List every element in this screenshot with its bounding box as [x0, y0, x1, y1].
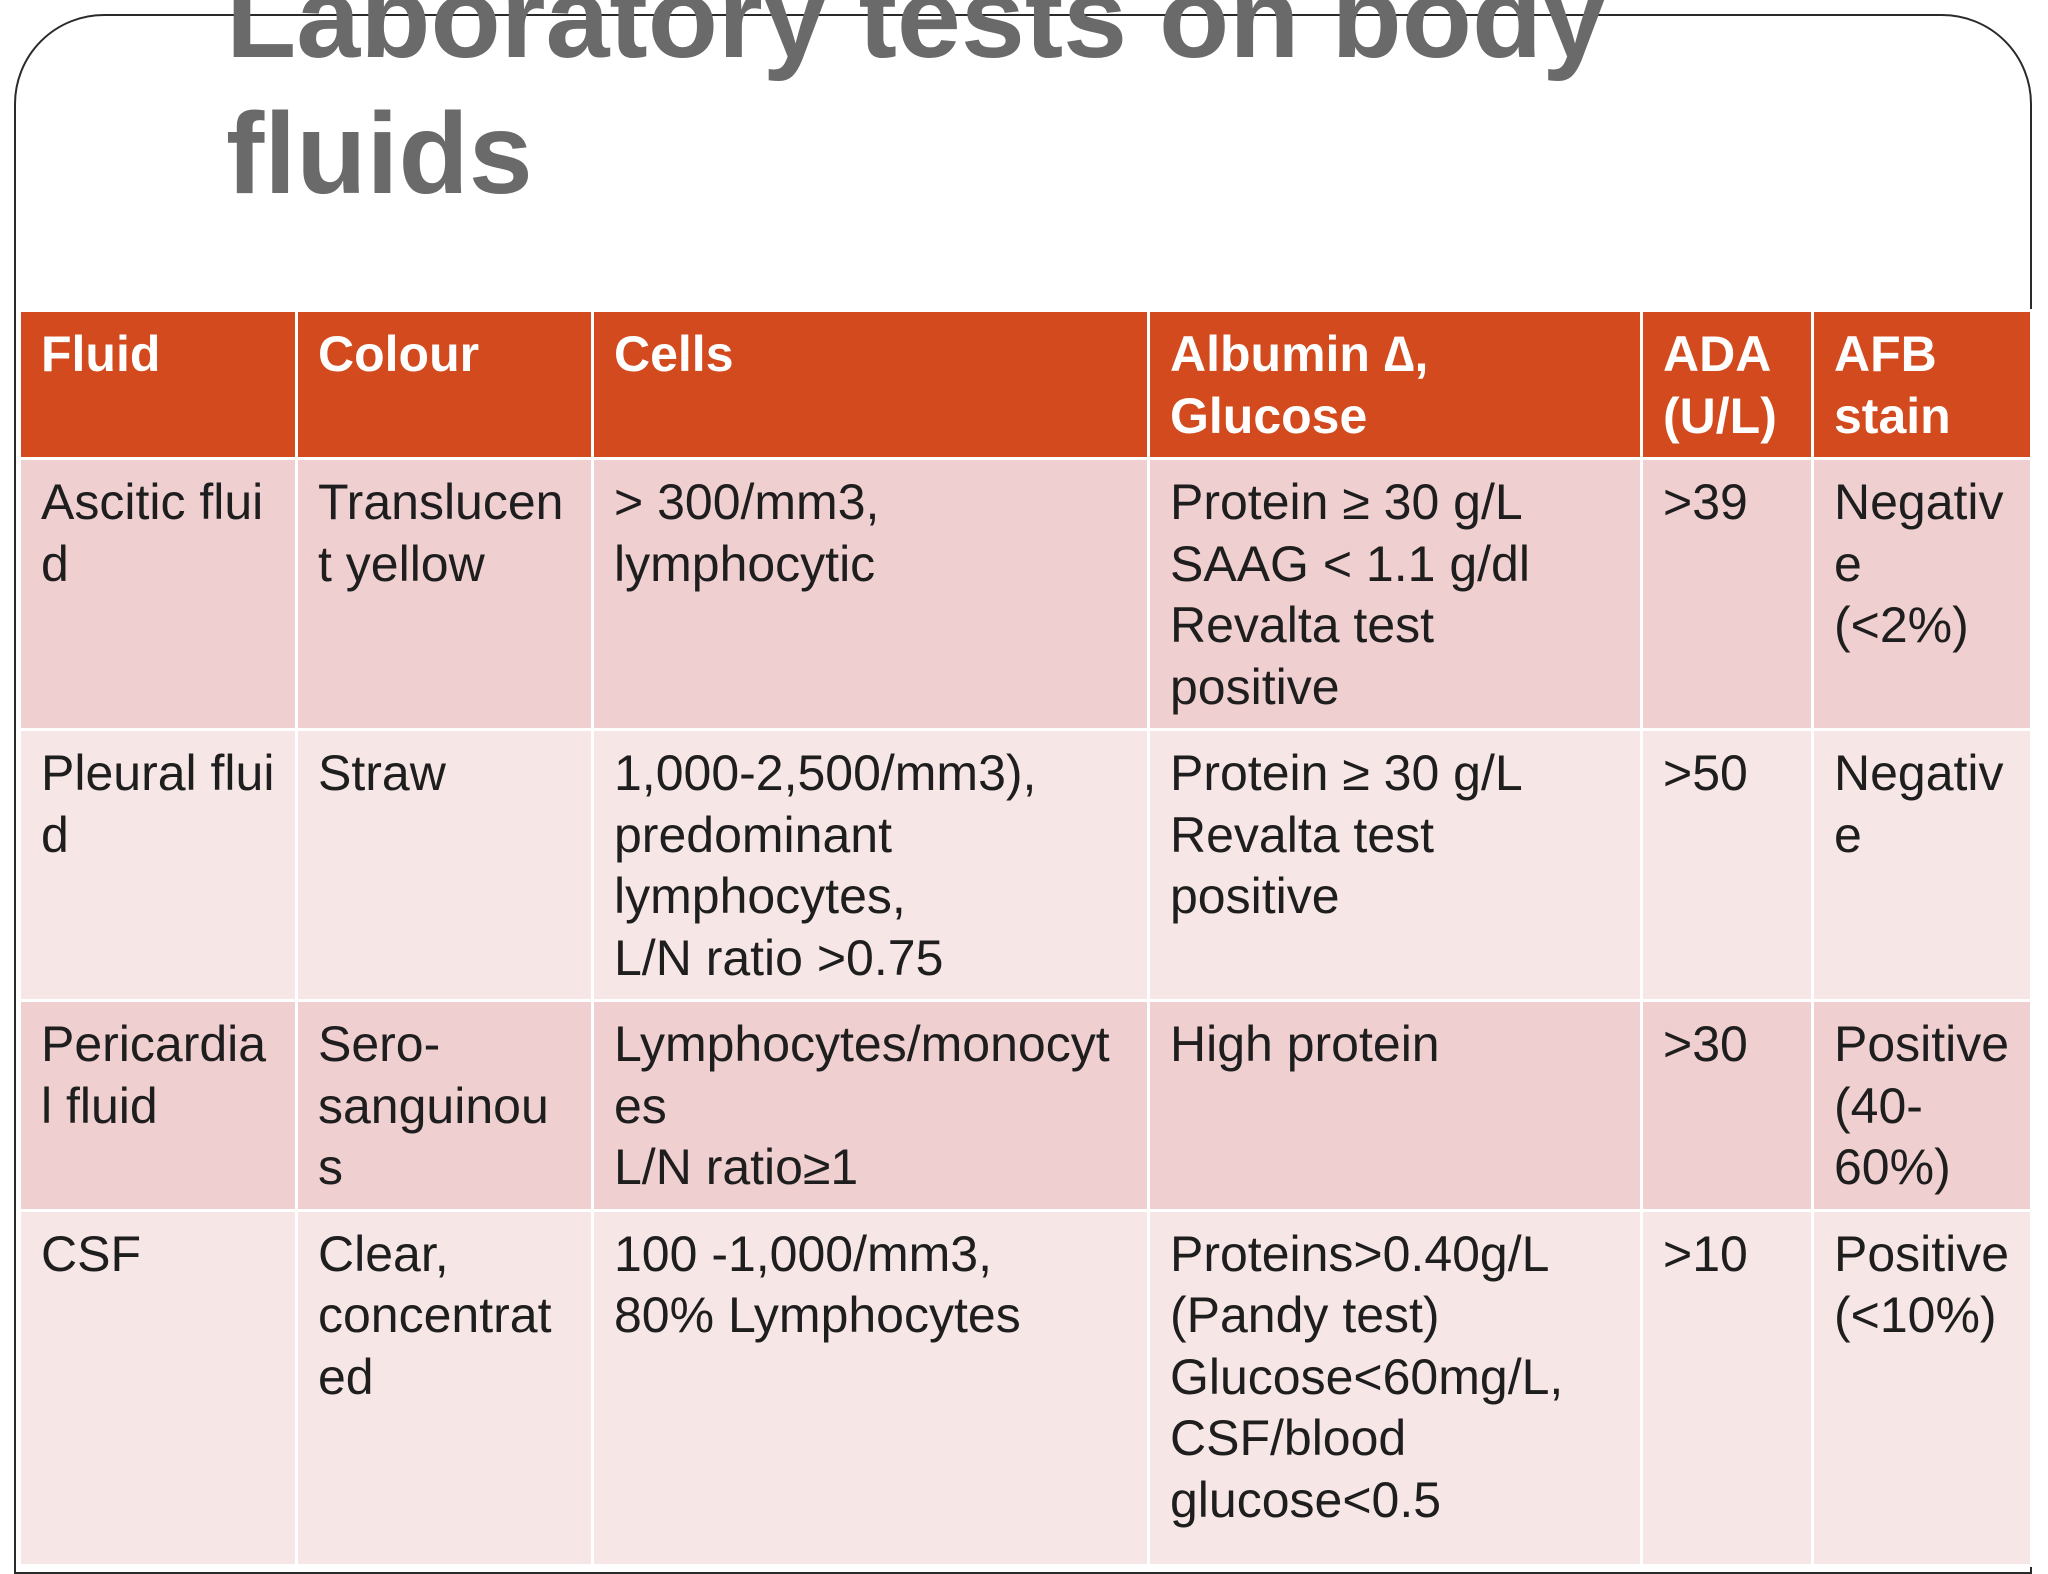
cell-colour: Straw	[295, 728, 594, 1002]
cell-afb-stain: Positive (<10%)	[1811, 1208, 2033, 1567]
table-row: Pleural fluid Straw 1,000-2,500/mm3), pr…	[18, 728, 2033, 1002]
slide-title: Laboratory tests on body fluids	[226, 0, 1607, 218]
cell-ada: >30	[1640, 999, 1814, 1212]
cell-cells: 1,000-2,500/mm3), predominant lymphocyte…	[591, 728, 1150, 1002]
cell-albumin-glucose: Protein ≥ 30 g/L Revalta test positive	[1147, 728, 1643, 1002]
header-fluid: Fluid	[18, 309, 298, 460]
header-afb-stain: AFB stain	[1811, 309, 2033, 460]
cell-ada: >39	[1640, 457, 1814, 731]
table-row: Ascitic fluid Translucent yellow > 300/m…	[18, 457, 2033, 731]
cell-ada: >50	[1640, 728, 1814, 1002]
cell-fluid: Pericardial fluid	[18, 999, 298, 1212]
cell-colour: Clear, concentrated	[295, 1208, 594, 1567]
cell-albumin-glucose: Protein ≥ 30 g/L SAAG < 1.1 g/dl Revalta…	[1147, 457, 1643, 731]
cell-afb-stain: Positive (40- 60%)	[1811, 999, 2033, 1212]
cell-colour: Sero- sanguinous	[295, 999, 594, 1212]
cell-albumin-glucose: Proteins>0.40g/L (Pandy test) Glucose<60…	[1147, 1208, 1643, 1567]
header-albumin-glucose: Albumin ∆, Glucose	[1147, 309, 1643, 460]
header-colour: Colour	[295, 309, 594, 460]
cell-albumin-glucose: High protein	[1147, 999, 1643, 1212]
cell-afb-stain: Negative (<2%)	[1811, 457, 2033, 731]
cell-cells: > 300/mm3, lymphocytic	[591, 457, 1150, 731]
cell-fluid: CSF	[18, 1208, 298, 1567]
cell-cells: Lymphocytes/monocytes L/N ratio≥1	[591, 999, 1150, 1212]
table-header-row: Fluid Colour Cells Albumin ∆, Glucose AD…	[18, 309, 2033, 460]
table-row: Pericardial fluid Sero- sanguinous Lymph…	[18, 999, 2033, 1212]
cell-colour: Translucent yellow	[295, 457, 594, 731]
header-cells: Cells	[591, 309, 1150, 460]
cell-fluid: Ascitic fluid	[18, 457, 298, 731]
body-fluid-table: Fluid Colour Cells Albumin ∆, Glucose AD…	[18, 309, 2033, 1567]
table-row: CSF Clear, concentrated 100 -1,000/mm3, …	[18, 1208, 2033, 1567]
cell-afb-stain: Negative	[1811, 728, 2033, 1002]
cell-ada: >10	[1640, 1208, 1814, 1567]
cell-cells: 100 -1,000/mm3, 80% Lymphocytes	[591, 1208, 1150, 1567]
cell-fluid: Pleural fluid	[18, 728, 298, 1002]
header-ada: ADA (U/L)	[1640, 309, 1814, 460]
